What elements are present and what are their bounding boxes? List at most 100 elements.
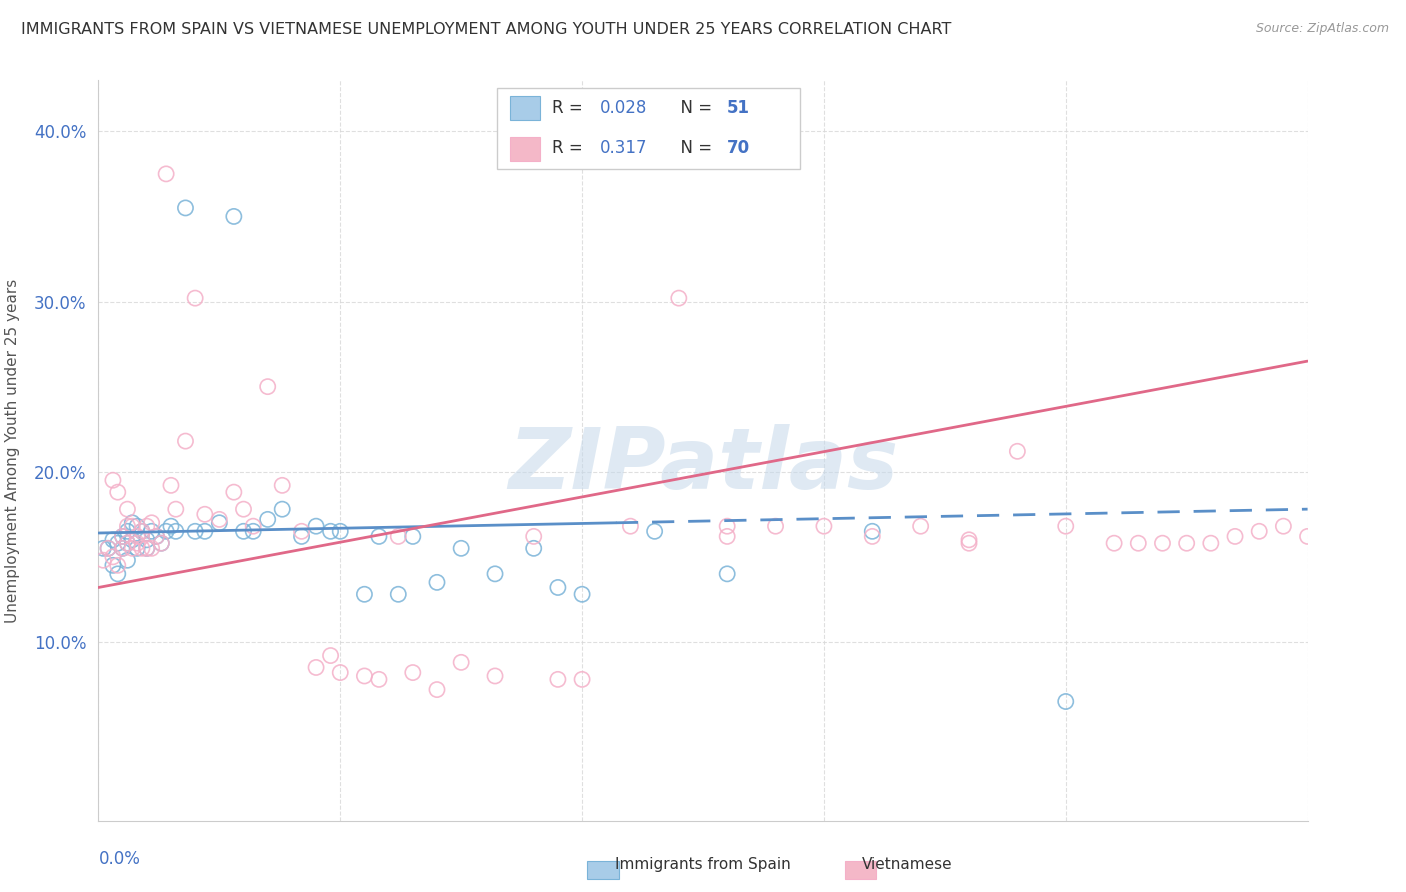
Point — [131, 524, 153, 539]
Text: 0.0%: 0.0% — [98, 850, 141, 868]
Text: Immigrants from Spain: Immigrants from Spain — [616, 857, 790, 872]
Point — [910, 519, 932, 533]
Point — [484, 669, 506, 683]
FancyBboxPatch shape — [588, 862, 619, 880]
Point — [107, 485, 129, 500]
Point — [121, 533, 143, 547]
Point — [141, 541, 163, 556]
Point — [222, 485, 245, 500]
Point — [1249, 524, 1271, 539]
Point — [716, 529, 738, 543]
Point — [155, 167, 177, 181]
Point — [111, 529, 134, 543]
Point — [523, 529, 546, 543]
Point — [107, 558, 129, 573]
Point — [165, 524, 187, 539]
Point — [644, 524, 666, 539]
Point — [242, 519, 264, 533]
Point — [131, 524, 153, 539]
Point — [184, 524, 207, 539]
Point — [860, 529, 883, 543]
Point — [127, 536, 149, 550]
Point — [387, 529, 409, 543]
Point — [319, 648, 342, 663]
Text: Vietnamese: Vietnamese — [862, 857, 952, 872]
Point — [127, 529, 149, 543]
Point — [523, 541, 546, 556]
Point — [91, 541, 114, 556]
Point — [305, 660, 328, 674]
Point — [1152, 536, 1174, 550]
Point — [127, 519, 149, 533]
Point — [155, 524, 177, 539]
Point — [1296, 529, 1319, 543]
Point — [547, 581, 569, 595]
Point — [368, 673, 391, 687]
FancyBboxPatch shape — [845, 862, 876, 880]
Point — [222, 210, 245, 224]
Point — [208, 512, 231, 526]
Point — [101, 533, 124, 547]
Point — [101, 558, 124, 573]
Point — [117, 524, 139, 539]
Point — [97, 541, 120, 556]
Point — [194, 508, 217, 522]
Point — [1054, 694, 1077, 708]
Point — [547, 673, 569, 687]
Point — [1223, 529, 1246, 543]
Point — [256, 379, 278, 393]
Point — [860, 524, 883, 539]
Point — [107, 566, 129, 581]
Point — [141, 516, 163, 530]
Point — [319, 524, 342, 539]
Text: ZIPatlas: ZIPatlas — [508, 424, 898, 507]
Point — [484, 566, 506, 581]
Point — [256, 512, 278, 526]
Point — [208, 516, 231, 530]
Point — [174, 434, 197, 449]
Point — [1007, 444, 1029, 458]
Point — [135, 519, 157, 533]
Point — [1199, 536, 1222, 550]
Point — [1175, 536, 1198, 550]
Point — [135, 533, 157, 547]
Point — [426, 575, 449, 590]
Point — [117, 536, 139, 550]
Point — [1054, 519, 1077, 533]
Text: Source: ZipAtlas.com: Source: ZipAtlas.com — [1256, 22, 1389, 36]
Point — [117, 536, 139, 550]
Point — [111, 541, 134, 556]
Point — [127, 541, 149, 556]
Point — [1128, 536, 1150, 550]
Point — [290, 524, 312, 539]
Point — [387, 587, 409, 601]
Point — [716, 566, 738, 581]
Point — [329, 665, 352, 680]
Point — [160, 478, 183, 492]
Point — [101, 549, 124, 564]
Point — [353, 587, 375, 601]
Point — [571, 587, 593, 601]
Point — [353, 669, 375, 683]
Point — [117, 519, 139, 533]
Point — [450, 541, 472, 556]
Point — [1272, 519, 1295, 533]
Point — [450, 656, 472, 670]
Point — [107, 536, 129, 550]
Point — [329, 524, 352, 539]
Point — [117, 553, 139, 567]
Point — [150, 536, 173, 550]
Point — [271, 478, 294, 492]
Y-axis label: Unemployment Among Youth under 25 years: Unemployment Among Youth under 25 years — [6, 278, 20, 623]
Point — [135, 541, 157, 556]
Point — [668, 291, 690, 305]
Point — [111, 541, 134, 556]
Point — [121, 516, 143, 530]
Text: IMMIGRANTS FROM SPAIN VS VIETNAMESE UNEMPLOYMENT AMONG YOUTH UNDER 25 YEARS CORR: IMMIGRANTS FROM SPAIN VS VIETNAMESE UNEM… — [21, 22, 952, 37]
Point — [1102, 536, 1125, 550]
Point — [145, 529, 167, 543]
Point — [91, 553, 114, 567]
Point — [111, 529, 134, 543]
Point — [716, 519, 738, 533]
Point — [765, 519, 787, 533]
